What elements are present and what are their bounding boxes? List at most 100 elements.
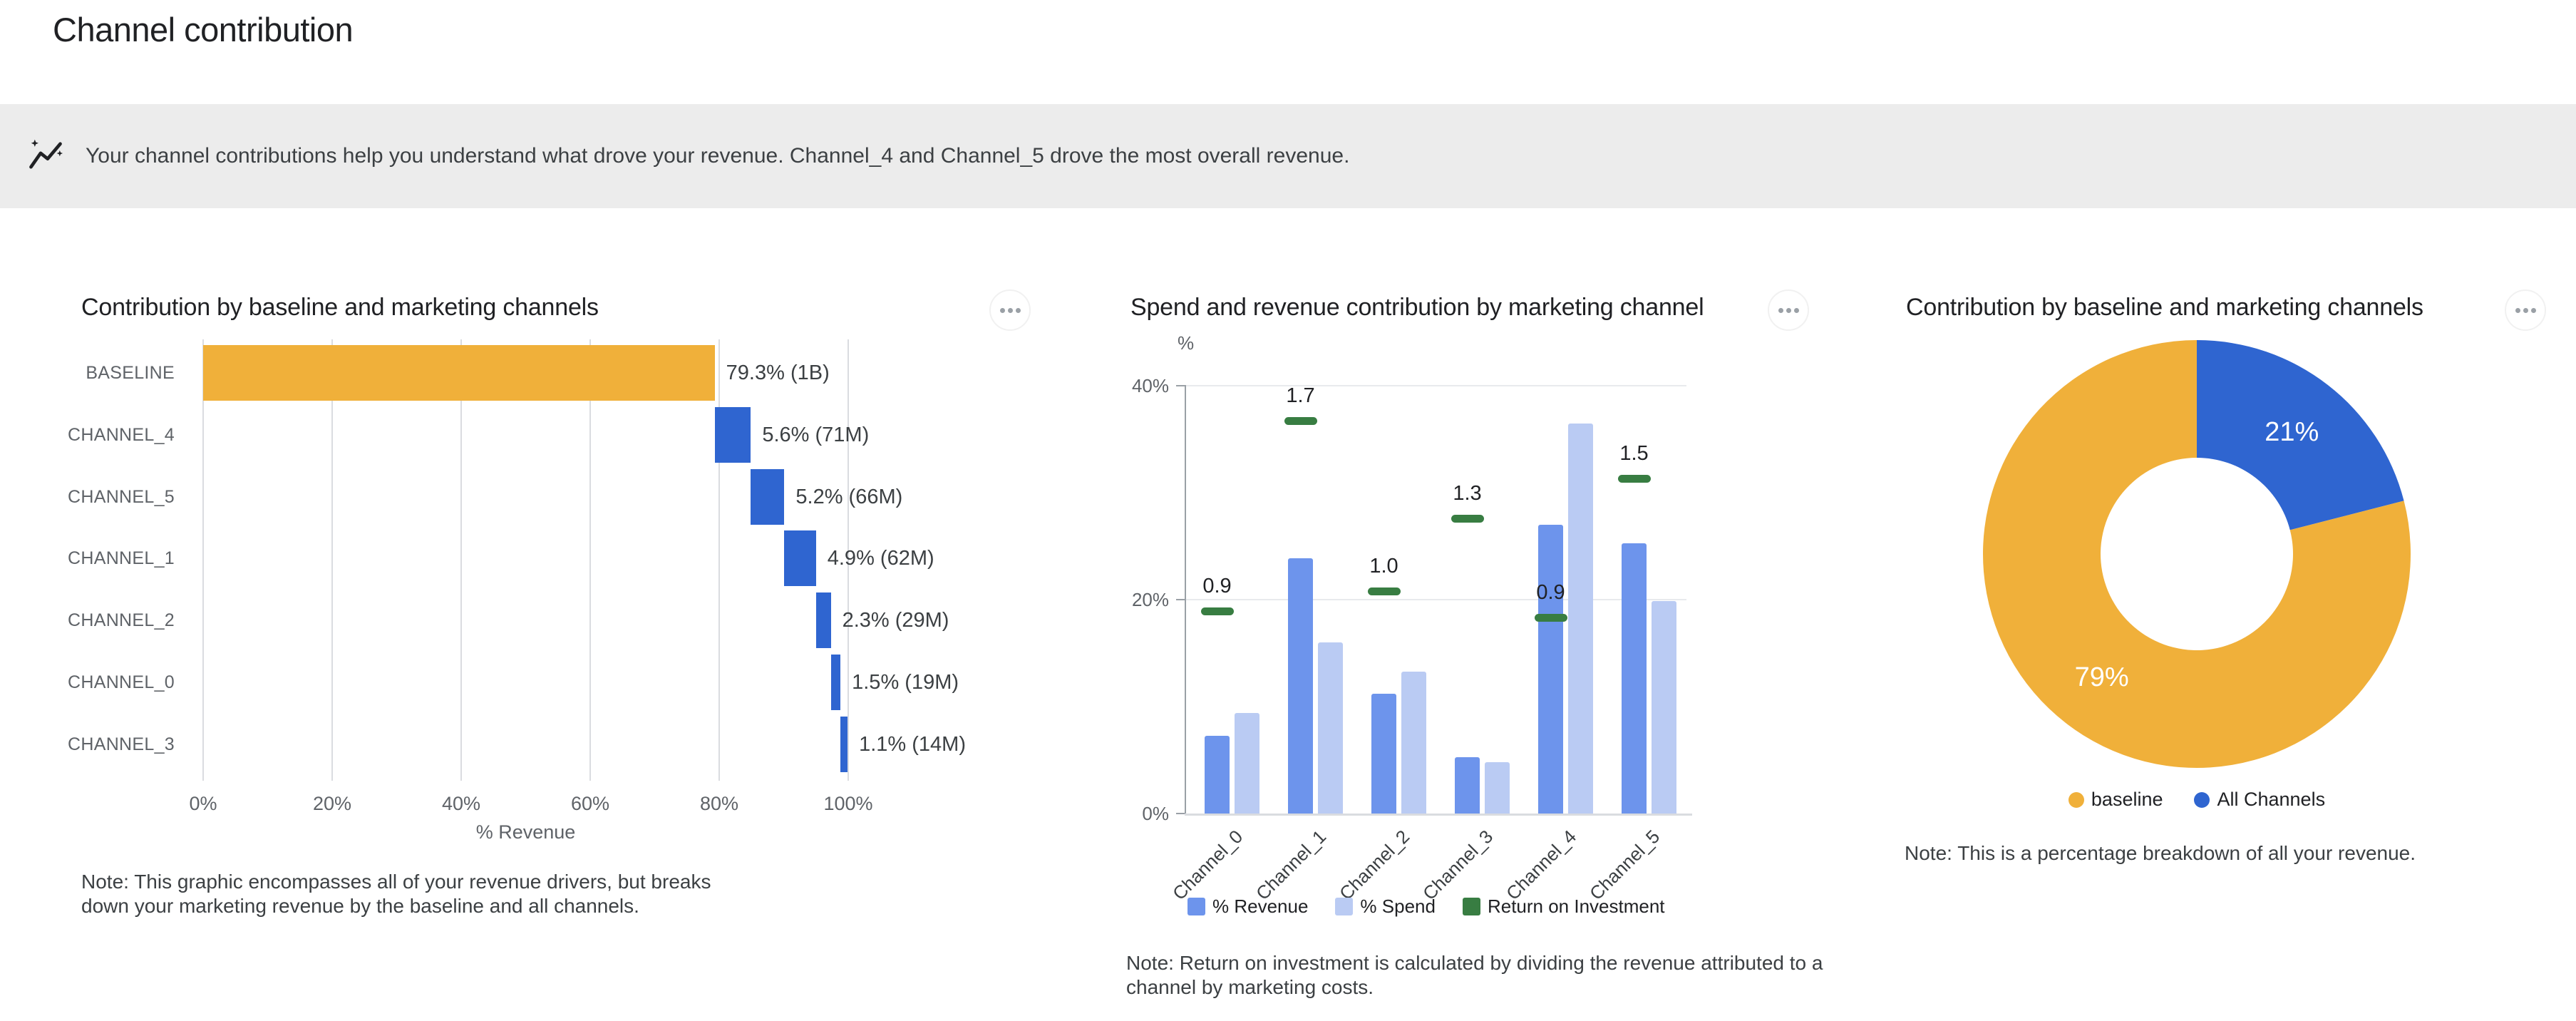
waterfall-category-label: CHANNEL_4 bbox=[68, 424, 175, 445]
gridline-x bbox=[202, 339, 204, 781]
roi-marker-channel_4[interactable] bbox=[1534, 614, 1567, 622]
legend-swatch bbox=[1462, 898, 1480, 915]
waterfall-bar-channel_5[interactable] bbox=[751, 468, 785, 525]
more-options-icon bbox=[2523, 307, 2528, 313]
roi-marker-channel_3[interactable] bbox=[1451, 514, 1484, 523]
insights-icon bbox=[26, 136, 66, 176]
waterfall-bar-channel_3[interactable] bbox=[840, 716, 848, 772]
more-options-icon bbox=[1007, 307, 1013, 313]
waterfall-value-label: 1.5% (19M) bbox=[852, 671, 959, 694]
gridline-y bbox=[1186, 599, 1686, 600]
donut-chart-title: Contribution by baseline and marketing c… bbox=[1906, 294, 2423, 321]
page-title: Channel contribution bbox=[53, 11, 354, 48]
legend-item-baseline: baseline bbox=[2068, 789, 2163, 811]
roi-marker-channel_2[interactable] bbox=[1367, 587, 1401, 595]
y-axis-title: % bbox=[1178, 332, 1195, 354]
waterfall-value-label: 4.9% (62M) bbox=[827, 547, 934, 570]
legend-label: % Revenue bbox=[1212, 896, 1309, 917]
legend-label: % Spend bbox=[1360, 896, 1436, 917]
spend-bar-channel_1[interactable] bbox=[1318, 642, 1343, 814]
y-axis-line bbox=[1185, 386, 1186, 814]
x-tick-label: 60% bbox=[570, 793, 610, 814]
donut-slice-percent-label: 79% bbox=[2075, 662, 2129, 692]
gridline-y bbox=[1186, 385, 1686, 386]
spend-bar-channel_2[interactable] bbox=[1401, 671, 1426, 814]
spend-bar-channel_4[interactable] bbox=[1568, 423, 1593, 814]
waterfall-chart-title: Contribution by baseline and marketing c… bbox=[81, 294, 599, 321]
waterfall-value-label: 1.1% (14M) bbox=[859, 732, 966, 756]
revenue-bar-channel_4[interactable] bbox=[1538, 525, 1563, 814]
waterfall-category-label: CHANNEL_1 bbox=[68, 548, 175, 569]
waterfall-chart-menu-button[interactable] bbox=[989, 289, 1031, 331]
waterfall-category-label: CHANNEL_5 bbox=[68, 486, 175, 507]
waterfall-bar-channel_1[interactable] bbox=[784, 530, 816, 587]
roi-marker-channel_5[interactable] bbox=[1617, 475, 1651, 483]
waterfall-bar-baseline[interactable] bbox=[203, 345, 715, 401]
spend-revenue-note: Note: Return on investment is calculated… bbox=[1126, 952, 1823, 999]
waterfall-value-label: 5.2% (66M) bbox=[795, 485, 903, 508]
spend-bar-channel_0[interactable] bbox=[1235, 713, 1259, 814]
waterfall-bar-channel_4[interactable] bbox=[714, 406, 751, 463]
roi-value-label: 1.0 bbox=[1369, 554, 1398, 578]
spend-revenue-chart-menu-button[interactable] bbox=[1768, 289, 1809, 331]
waterfall-category-label: CHANNEL_0 bbox=[68, 672, 175, 692]
legend-item-spend: % Spend bbox=[1335, 896, 1436, 918]
waterfall-category-label: BASELINE bbox=[86, 363, 175, 383]
y-tick-mark bbox=[1176, 813, 1186, 814]
y-tick-mark bbox=[1176, 599, 1186, 600]
waterfall-bar-channel_0[interactable] bbox=[830, 655, 841, 710]
roi-marker-channel_0[interactable] bbox=[1200, 607, 1234, 615]
legend-item-return-on-investment: Return on Investment bbox=[1462, 896, 1665, 918]
legend-dot bbox=[2194, 791, 2210, 808]
gridline-x bbox=[718, 339, 720, 781]
roi-value-label: 0.9 bbox=[1536, 581, 1565, 604]
gridline-x bbox=[847, 339, 849, 781]
y-tick-label: 40% bbox=[1131, 375, 1169, 396]
legend-label: baseline bbox=[2091, 789, 2163, 810]
gridline-x bbox=[589, 339, 591, 781]
waterfall-category-label: CHANNEL_3 bbox=[68, 734, 175, 754]
x-tick-label: 80% bbox=[699, 793, 739, 814]
donut-slice-percent-label: 21% bbox=[2265, 417, 2319, 447]
roi-value-label: 0.9 bbox=[1202, 575, 1232, 597]
donut-slice-all-channels[interactable] bbox=[2197, 340, 2404, 530]
roi-value-label: 1.5 bbox=[1619, 442, 1649, 465]
insight-banner: Your channel contributions help you unde… bbox=[0, 104, 2576, 208]
waterfall-value-label: 79.3% (1B) bbox=[726, 361, 830, 384]
legend-item-all-channels: All Channels bbox=[2194, 789, 2325, 811]
x-tick-label: 100% bbox=[823, 793, 873, 814]
roi-marker-channel_1[interactable] bbox=[1284, 417, 1317, 425]
insight-banner-text: Your channel contributions help you unde… bbox=[86, 144, 1350, 168]
spend-revenue-legend: % Revenue % Spend Return on Investment bbox=[1187, 896, 1665, 918]
donut-legend: baseline All Channels bbox=[1969, 789, 2425, 811]
x-tick-label: 40% bbox=[441, 793, 481, 814]
gridline-x bbox=[460, 339, 462, 781]
legend-label: All Channels bbox=[2217, 789, 2326, 810]
roi-value-label: 1.3 bbox=[1453, 481, 1482, 505]
waterfall-bar-channel_2[interactable] bbox=[815, 592, 831, 649]
legend-swatch bbox=[1335, 898, 1354, 915]
x-tick-label: 0% bbox=[189, 793, 217, 814]
revenue-bar-channel_1[interactable] bbox=[1288, 558, 1313, 814]
revenue-bar-channel_0[interactable] bbox=[1205, 735, 1230, 814]
revenue-bar-channel_3[interactable] bbox=[1455, 756, 1480, 814]
legend-label: Return on Investment bbox=[1487, 896, 1665, 917]
x-tick-label: 20% bbox=[312, 793, 352, 814]
donut-slice-baseline[interactable] bbox=[1983, 340, 2411, 768]
spend-bar-channel_3[interactable] bbox=[1485, 762, 1510, 814]
legend-dot bbox=[2068, 791, 2084, 808]
donut-note: Note: This is a percentage breakdown of … bbox=[1905, 842, 2416, 864]
legend-swatch bbox=[1187, 898, 1205, 915]
waterfall-value-label: 2.3% (29M) bbox=[842, 609, 949, 632]
y-tick-mark bbox=[1176, 385, 1186, 386]
donut-chart-menu-button[interactable] bbox=[2505, 289, 2546, 331]
waterfall-note: Note: This graphic encompasses all of yo… bbox=[81, 871, 711, 918]
more-options-icon bbox=[1786, 307, 1791, 313]
revenue-bar-channel_5[interactable] bbox=[1622, 543, 1647, 814]
y-tick-label: 20% bbox=[1131, 589, 1169, 610]
roi-value-label: 1.7 bbox=[1286, 384, 1315, 407]
revenue-bar-channel_2[interactable] bbox=[1371, 694, 1396, 814]
spend-bar-channel_5[interactable] bbox=[1652, 600, 1676, 814]
